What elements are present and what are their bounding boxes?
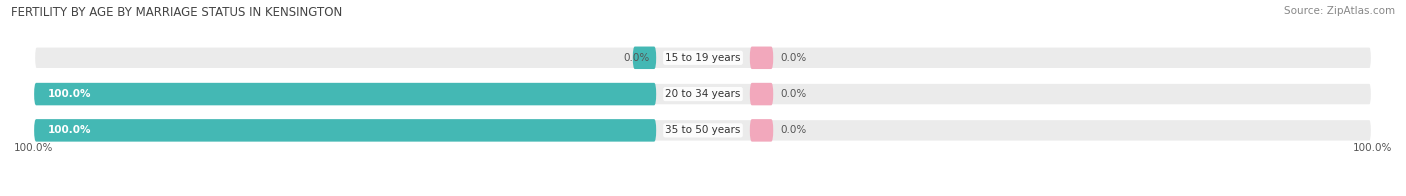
Text: 0.0%: 0.0%: [623, 53, 650, 63]
FancyBboxPatch shape: [34, 119, 1372, 142]
Text: Source: ZipAtlas.com: Source: ZipAtlas.com: [1284, 6, 1395, 16]
FancyBboxPatch shape: [34, 83, 1372, 105]
FancyBboxPatch shape: [34, 46, 1372, 69]
Text: 0.0%: 0.0%: [780, 53, 806, 63]
FancyBboxPatch shape: [34, 83, 657, 105]
Text: 100.0%: 100.0%: [14, 143, 53, 153]
Text: FERTILITY BY AGE BY MARRIAGE STATUS IN KENSINGTON: FERTILITY BY AGE BY MARRIAGE STATUS IN K…: [11, 6, 343, 19]
Text: 20 to 34 years: 20 to 34 years: [665, 89, 741, 99]
Text: 35 to 50 years: 35 to 50 years: [665, 125, 741, 135]
FancyBboxPatch shape: [749, 46, 773, 69]
Text: 0.0%: 0.0%: [780, 125, 806, 135]
FancyBboxPatch shape: [749, 119, 773, 142]
Text: 100.0%: 100.0%: [48, 89, 91, 99]
FancyBboxPatch shape: [633, 46, 657, 69]
Text: 15 to 19 years: 15 to 19 years: [665, 53, 741, 63]
FancyBboxPatch shape: [34, 119, 657, 142]
Text: 0.0%: 0.0%: [780, 89, 806, 99]
Text: 100.0%: 100.0%: [48, 125, 91, 135]
Text: 100.0%: 100.0%: [1353, 143, 1392, 153]
FancyBboxPatch shape: [749, 83, 773, 105]
